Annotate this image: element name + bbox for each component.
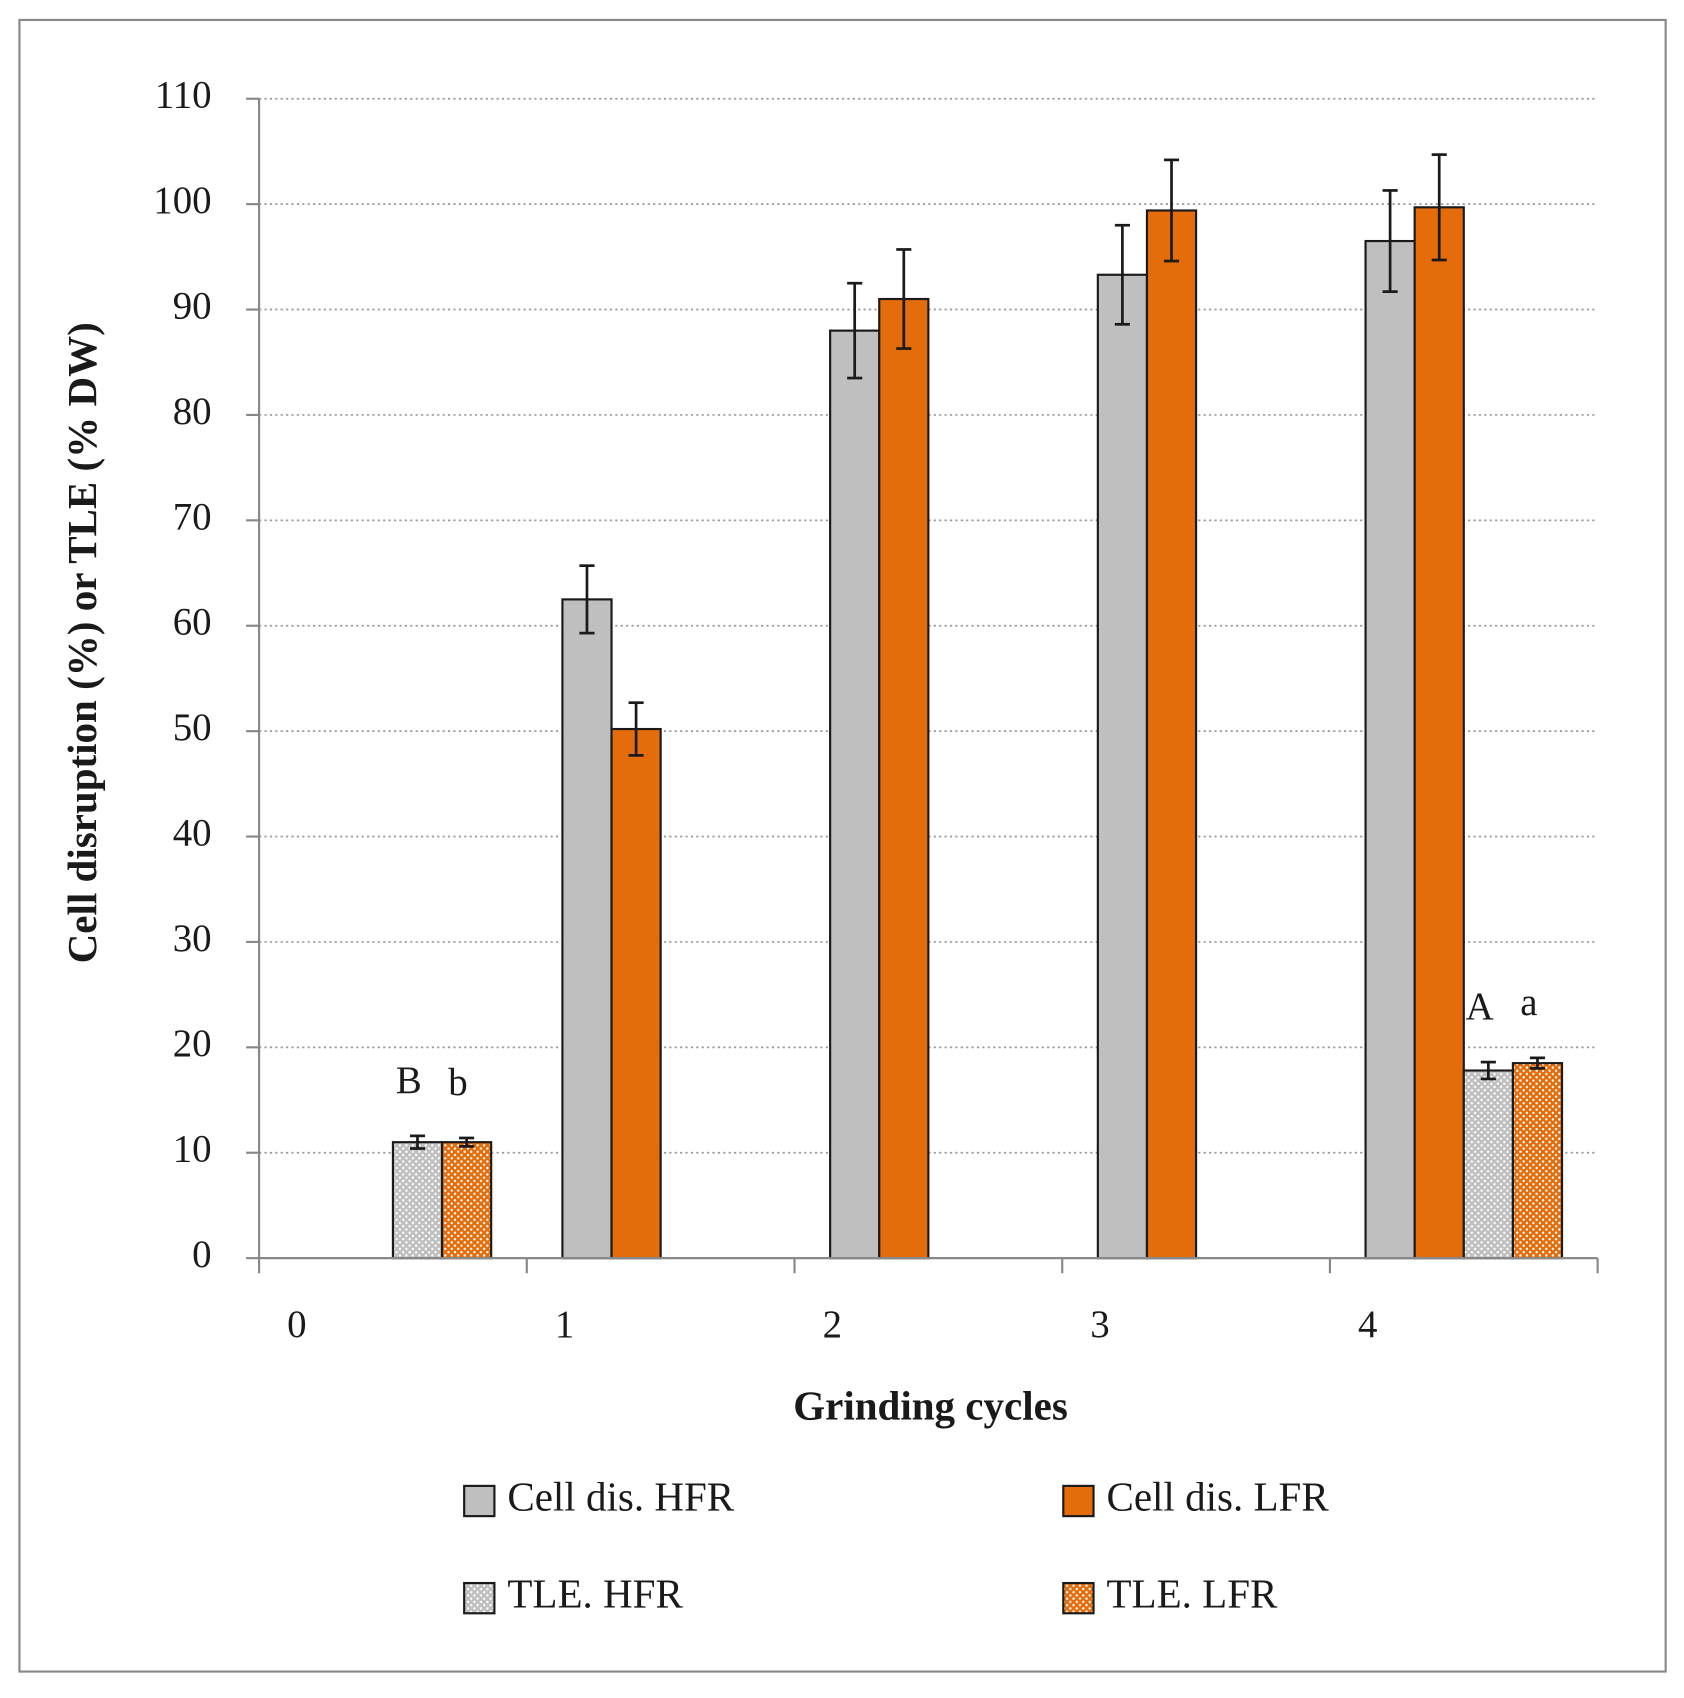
bar [1462,1069,1514,1260]
y-tick-label: 60 [173,601,212,644]
bar [1364,239,1416,1260]
error-bar [1163,158,1180,263]
legend-swatch [463,1484,496,1518]
x-tick-label: 4 [1358,1303,1377,1346]
x-tick-label: 3 [1090,1303,1109,1346]
annotation: a [1520,981,1537,1024]
y-tick-label: 80 [173,390,212,433]
x-tick-label: 2 [823,1303,842,1346]
error-bar [628,701,644,757]
bar [1096,273,1149,1260]
legend-swatch [1062,1581,1095,1615]
legend-label: Cell dis. LFR [1106,1473,1329,1519]
bar [1145,209,1198,1260]
annotation: b [448,1061,467,1104]
y-tick-label: 0 [192,1233,211,1276]
x-tick-label: 1 [555,1303,574,1346]
bar [440,1141,493,1260]
bar [610,727,662,1260]
legend-swatch [1062,1484,1095,1518]
legend-label: Cell dis. HFR [507,1473,734,1519]
error-bar [896,248,912,350]
error-bar [409,1134,426,1150]
annotation: A [1466,985,1494,1028]
y-tick-label: 50 [173,706,212,749]
error-bar [579,564,595,635]
error-bar [1114,223,1130,326]
y-tick-label: 20 [173,1022,212,1065]
error-bar [1480,1060,1496,1081]
error-bar [1431,153,1447,262]
error-bar [459,1136,475,1148]
bar [829,329,881,1260]
error-bar [847,281,863,380]
legend-label: TLE. HFR [507,1571,683,1617]
error-bar [1382,189,1398,293]
y-tick-label: 100 [153,179,211,222]
y-tick-label: 90 [173,284,212,327]
error-bar [1529,1056,1546,1070]
x-axis-title: Grinding cycles [793,1383,1068,1429]
y-tick-label: 40 [173,811,212,854]
bar [561,598,613,1260]
bar [878,297,930,1260]
y-tick-label: 70 [173,495,212,538]
legend-label: TLE. LFR [1106,1571,1278,1617]
legend-swatch [463,1581,496,1615]
y-tick-label: 30 [173,917,212,960]
annotation: B [396,1059,422,1102]
bar [1511,1062,1564,1260]
y-tick-label: 10 [173,1128,212,1171]
y-axis-title: Cell disruption (%) or TLE (% DW) [59,322,105,963]
x-tick-label: 0 [287,1303,306,1346]
y-tick-label: 110 [155,74,212,117]
bar [391,1141,444,1260]
bar [1413,206,1465,1260]
